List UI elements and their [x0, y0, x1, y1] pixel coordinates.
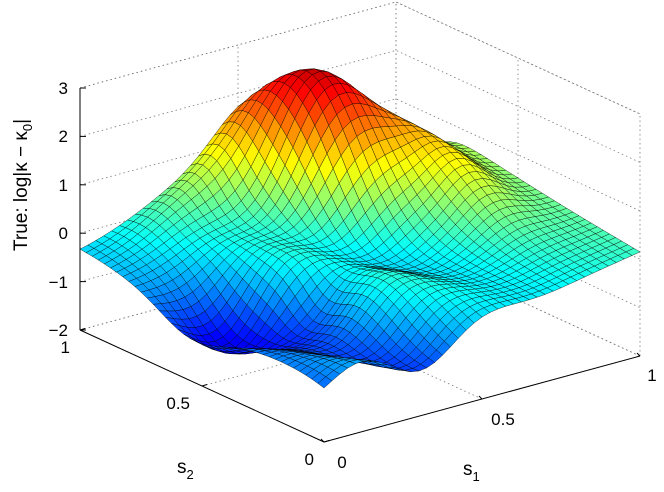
s1-tick: [636, 352, 641, 357]
z-tick-label: −1: [49, 273, 68, 292]
s2-axis-label: s2: [177, 457, 194, 482]
grid-line: [79, 243, 397, 331]
grid-line: [201, 299, 519, 387]
s2-tick-label: 1: [61, 338, 70, 357]
z-tick-label: −2: [49, 321, 68, 340]
surface-patch: [317, 376, 333, 389]
tick-marks: [79, 87, 641, 443]
grid-line: [79, 1, 641, 115]
s2-tick: [201, 384, 208, 387]
grid-line: [79, 49, 641, 163]
s1-tick-label: 0.5: [491, 410, 515, 429]
s1-tick-label: 0: [337, 453, 346, 472]
z-tick-label: 0: [59, 224, 68, 243]
s1-tick: [320, 438, 325, 443]
s1-tick-label: 1: [647, 366, 656, 385]
s2-tick: [79, 328, 86, 331]
s1-axis-label: s1: [463, 459, 480, 484]
s2-tick-label: 0: [305, 450, 314, 469]
s2-tick: [323, 440, 330, 443]
s1-tick: [478, 395, 483, 400]
surface: [79, 68, 641, 389]
z-tick-label: 1: [59, 176, 68, 195]
z-axis-label: True: log|κ − κ0|: [11, 119, 35, 251]
z-tick-label: 2: [59, 127, 68, 146]
z-tick-label: 3: [59, 79, 68, 98]
s2-tick-label: 0.5: [166, 394, 190, 413]
grid-line: [79, 98, 641, 212]
